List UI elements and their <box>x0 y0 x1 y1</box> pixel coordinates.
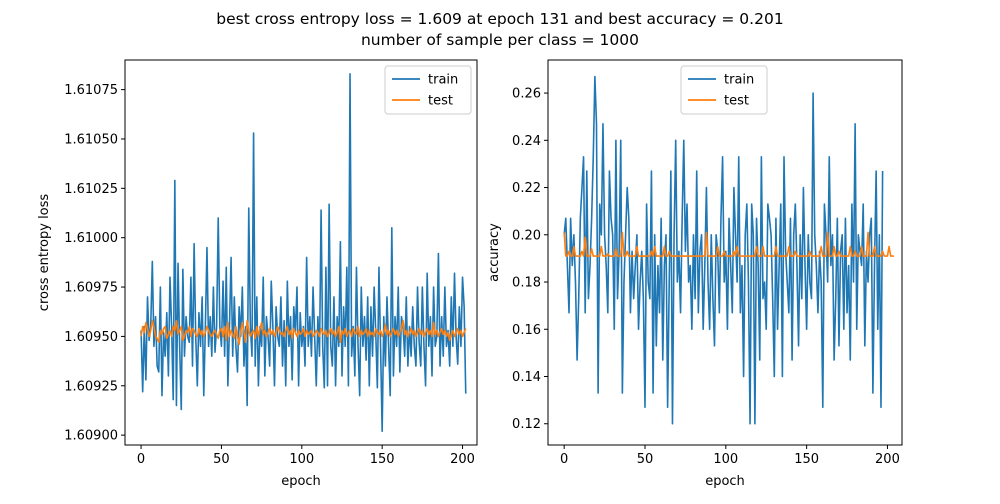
series-lines <box>140 73 467 432</box>
y-tick-label: 1.60925 <box>64 379 118 394</box>
y-tick-label: 0.20 <box>512 228 541 243</box>
legend: train test <box>384 65 472 115</box>
legend-label-test: test <box>428 94 453 109</box>
y-tick-label: 0.14 <box>512 370 541 385</box>
legend-box <box>680 65 768 115</box>
x-tick-label: 50 <box>213 452 230 467</box>
loss-chart: 0 50 100 150 200 1.60900 1.60925 1.60950 1.60975… <box>37 59 478 489</box>
figure-title-line1: best cross entropy loss = 1.609 at epoch… <box>216 10 783 28</box>
series-line-test <box>563 231 894 257</box>
legend-label-train: train <box>724 73 754 88</box>
y-tick-label: 1.60975 <box>64 281 118 296</box>
x-tick-label: 0 <box>137 452 145 467</box>
axes-frame <box>547 59 903 446</box>
y-tick-label: 0.26 <box>512 87 541 102</box>
x-tick-label: 200 <box>875 452 900 467</box>
x-tick-label: 50 <box>637 452 654 467</box>
y-tick-label: 0.12 <box>512 417 541 432</box>
y-tick-label: 0.16 <box>512 323 541 338</box>
x-axis-label: epoch <box>705 474 745 489</box>
series-line-train <box>563 75 884 425</box>
y-axis-label: cross entropy loss <box>37 194 52 312</box>
x-tick-label: 150 <box>370 452 395 467</box>
y-tick-label: 0.24 <box>512 134 541 149</box>
y-tick-label: 1.61050 <box>64 132 118 147</box>
legend-box <box>384 65 472 115</box>
x-tick-label: 0 <box>560 452 568 467</box>
x-tick-label: 100 <box>713 452 738 467</box>
figure-title-line2: number of sample per class = 1000 <box>361 31 639 49</box>
legend: train test <box>680 65 768 115</box>
y-axis-label: accuracy <box>487 223 502 282</box>
legend-label-test: test <box>724 94 749 109</box>
accuracy-chart: 0 50 100 150 200 0.12 0.14 0.16 0.18 0.20 0.22 0.24… <box>487 59 903 489</box>
y-tick-label: 1.61075 <box>64 83 118 98</box>
x-axis-label: epoch <box>281 474 321 489</box>
series-line-test <box>140 319 467 346</box>
y-tick-label: 0.18 <box>512 276 541 291</box>
x-tick-label: 150 <box>794 452 819 467</box>
y-tick-label: 1.61000 <box>64 231 118 246</box>
x-tick-label: 100 <box>289 452 314 467</box>
y-tick-label: 0.22 <box>512 181 541 196</box>
y-tick-label: 1.60900 <box>64 429 118 444</box>
y-tick-label: 1.61025 <box>64 182 118 197</box>
x-tick-label: 200 <box>450 452 475 467</box>
axes-frame <box>124 59 478 446</box>
series-lines <box>563 75 894 425</box>
y-tick-label: 1.60950 <box>64 330 118 345</box>
series-line-train <box>140 73 467 432</box>
legend-label-train: train <box>428 73 458 88</box>
